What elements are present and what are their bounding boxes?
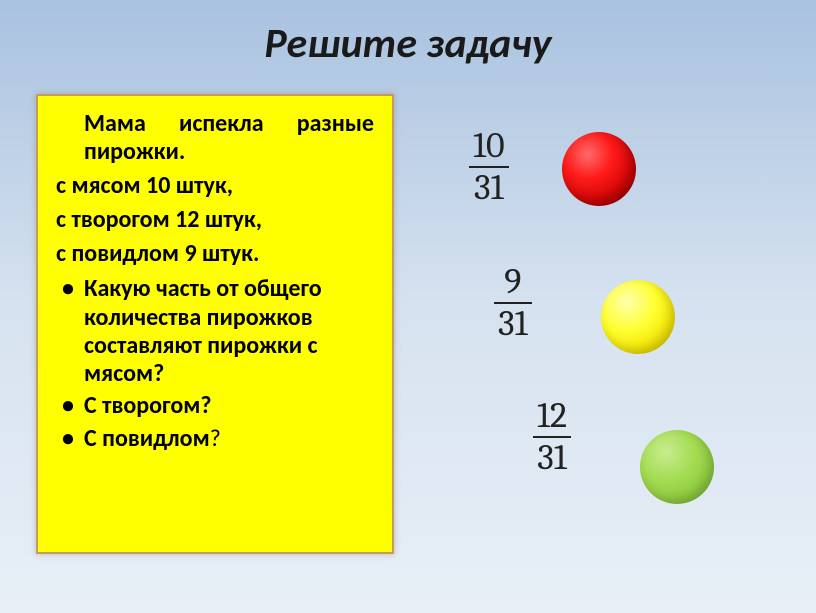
- question-main: Какую часть от общего количества пирожко…: [56, 275, 374, 388]
- problem-line-jam: с повидлом 9 штук.: [56, 239, 374, 269]
- problem-line-meat: с мясом 10 штук,: [56, 171, 374, 201]
- question-list: Какую часть от общего количества пирожко…: [56, 275, 374, 453]
- problem-box: Мама испекла разные пирожки. с мясом 10 …: [36, 94, 394, 554]
- fraction-1-numerator: 10: [469, 128, 509, 164]
- fraction-1: 1031: [469, 128, 509, 206]
- circle-3: [640, 430, 714, 504]
- problem-intro: Мама испекла разные пирожки.: [56, 110, 374, 165]
- circle-1: [562, 132, 636, 206]
- problem-line-curd: с творогом 12 штук,: [56, 205, 374, 235]
- fraction-3-denominator: 31: [533, 440, 571, 476]
- question-curd: С творогом?: [56, 392, 374, 420]
- circle-2: [601, 280, 675, 354]
- fraction-3-numerator: 12: [533, 398, 571, 434]
- fraction-2-numerator: 9: [500, 264, 525, 300]
- fraction-1-denominator: 31: [470, 170, 508, 206]
- fraction-2-denominator: 31: [494, 306, 532, 342]
- fraction-3: 1231: [533, 398, 571, 476]
- question-jam: С повидлом?: [56, 425, 374, 453]
- fraction-2: 931: [494, 264, 532, 342]
- slide-title: Решите задачу: [0, 0, 816, 69]
